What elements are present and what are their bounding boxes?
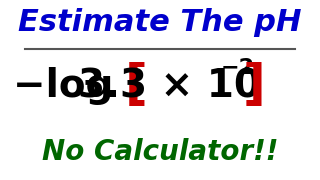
Text: −log: −log [13, 68, 127, 105]
Text: −2: −2 [220, 58, 254, 78]
Text: [: [ [124, 62, 148, 111]
Text: 3.3 × 10: 3.3 × 10 [78, 68, 261, 105]
Text: Estimate The pH: Estimate The pH [18, 8, 302, 37]
Text: No Calculator!!: No Calculator!! [42, 138, 278, 166]
Text: ]: ] [243, 62, 266, 111]
